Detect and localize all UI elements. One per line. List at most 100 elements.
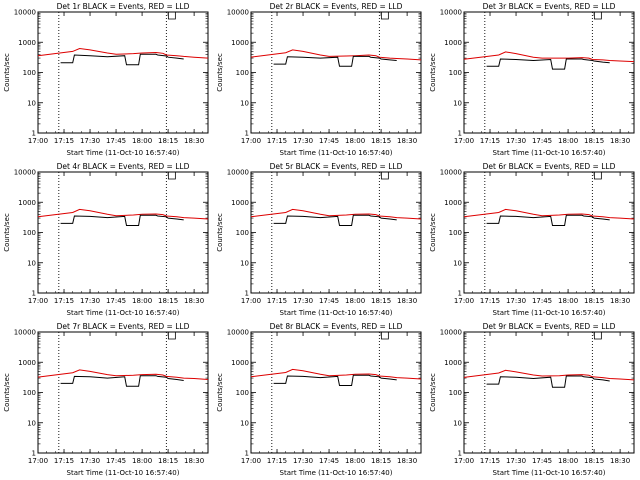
x-tick-label: 17:30 xyxy=(293,457,313,465)
events-line xyxy=(60,375,184,387)
y-tick-label: 1000 xyxy=(444,199,462,207)
chart-title: Det 2r BLACK = Events, RED = LLD xyxy=(270,2,403,11)
events-line xyxy=(60,214,184,226)
y-tick-label: 1 xyxy=(245,290,249,298)
plot-frame xyxy=(463,331,635,454)
events-line xyxy=(486,214,610,226)
lld-line xyxy=(463,51,635,63)
detector-panel-3: Det 3r BLACK = Events, RED = LLD Counts/s… xyxy=(429,2,635,157)
y-axis-label: Counts/sec xyxy=(429,213,437,252)
chart-title: Det 1r BLACK = Events, RED = LLD xyxy=(57,2,190,11)
detector-panel-8: Det 8r BLACK = Events, RED = LLD Counts/s… xyxy=(216,322,422,477)
y-tick-label: 10000 xyxy=(440,329,462,337)
y-tick-label: 1 xyxy=(32,450,36,458)
y-tick-label: 100 xyxy=(236,389,249,397)
x-tick-label: 18:15 xyxy=(158,297,178,305)
y-axis-label: Counts/sec xyxy=(216,373,224,412)
plot-frame xyxy=(250,331,422,454)
y-tick-label: 1000 xyxy=(18,359,36,367)
x-tick-label: 17:45 xyxy=(532,457,552,465)
detector-panel-6: Det 6r BLACK = Events, RED = LLD Counts/s… xyxy=(429,162,635,317)
x-tick-label: 18:00 xyxy=(558,137,578,145)
x-tick-label: 17:00 xyxy=(241,457,261,465)
y-tick-label: 10 xyxy=(453,419,462,427)
x-tick-label: 17:00 xyxy=(28,457,48,465)
chart-title: Det 9r BLACK = Events, RED = LLD xyxy=(483,322,616,331)
y-tick-label: 10000 xyxy=(440,9,462,17)
plot-frame xyxy=(37,171,209,294)
marker-bracket xyxy=(167,172,176,180)
x-axis-label: Start Time (11-Oct-10 16:57:40) xyxy=(280,149,393,157)
x-tick-label: 17:45 xyxy=(319,457,339,465)
x-axis-label: Start Time (11-Oct-10 16:57:40) xyxy=(280,469,393,477)
y-tick-label: 10 xyxy=(240,99,249,107)
events-line xyxy=(486,375,610,388)
x-tick-label: 17:15 xyxy=(480,137,500,145)
x-tick-label: 17:15 xyxy=(267,297,287,305)
plot-frame xyxy=(37,331,209,454)
marker-bracket xyxy=(593,332,602,340)
x-tick-label: 17:45 xyxy=(532,137,552,145)
x-tick-label: 18:00 xyxy=(132,137,152,145)
chart-title: Det 5r BLACK = Events, RED = LLD xyxy=(270,162,403,171)
x-tick-label: 17:45 xyxy=(319,297,339,305)
lld-line xyxy=(463,369,635,381)
x-tick-label: 18:00 xyxy=(558,457,578,465)
detector-panel-7: Det 7r BLACK = Events, RED = LLD Counts/s… xyxy=(3,322,209,477)
x-tick-label: 18:30 xyxy=(397,297,417,305)
x-tick-label: 18:30 xyxy=(610,137,630,145)
marker-bracket xyxy=(167,332,176,340)
x-axis-label: Start Time (11-Oct-10 16:57:40) xyxy=(493,149,606,157)
x-tick-label: 18:15 xyxy=(584,457,604,465)
x-tick-label: 17:15 xyxy=(54,297,74,305)
x-tick-label: 17:30 xyxy=(293,297,313,305)
y-tick-label: 100 xyxy=(449,229,462,237)
plot-frame xyxy=(250,171,422,294)
lld-line xyxy=(250,49,422,61)
y-axis-label: Counts/sec xyxy=(216,213,224,252)
x-tick-label: 18:30 xyxy=(610,297,630,305)
plot-frame xyxy=(250,11,422,134)
x-tick-label: 18:00 xyxy=(345,457,365,465)
chart-title: Det 7r BLACK = Events, RED = LLD xyxy=(57,322,190,331)
x-tick-label: 18:15 xyxy=(371,137,391,145)
x-tick-label: 18:15 xyxy=(371,457,391,465)
plot-frame xyxy=(463,171,635,294)
x-axis-label: Start Time (11-Oct-10 16:57:40) xyxy=(280,309,393,317)
plot-frame xyxy=(37,11,209,134)
x-tick-label: 17:30 xyxy=(293,137,313,145)
y-tick-label: 1 xyxy=(458,290,462,298)
chart-title: Det 3r BLACK = Events, RED = LLD xyxy=(483,2,616,11)
y-tick-label: 1000 xyxy=(231,199,249,207)
chart-title: Det 8r BLACK = Events, RED = LLD xyxy=(270,322,403,331)
y-tick-label: 100 xyxy=(236,69,249,77)
x-tick-label: 17:45 xyxy=(106,297,126,305)
plot-frame xyxy=(463,11,635,134)
x-tick-label: 17:00 xyxy=(454,137,474,145)
marker-bracket xyxy=(167,12,176,20)
x-tick-label: 18:00 xyxy=(345,137,365,145)
x-tick-label: 17:15 xyxy=(54,457,74,465)
x-tick-label: 18:15 xyxy=(158,457,178,465)
y-tick-label: 1000 xyxy=(18,39,36,47)
y-tick-label: 10 xyxy=(240,419,249,427)
y-axis-label: Counts/sec xyxy=(3,373,11,412)
events-line xyxy=(273,374,397,386)
x-tick-label: 17:15 xyxy=(480,457,500,465)
y-tick-label: 100 xyxy=(449,69,462,77)
y-tick-label: 1 xyxy=(245,450,249,458)
y-tick-label: 1 xyxy=(32,290,36,298)
x-tick-label: 18:15 xyxy=(584,297,604,305)
y-tick-label: 1000 xyxy=(444,359,462,367)
x-tick-label: 18:30 xyxy=(184,457,204,465)
y-axis-label: Counts/sec xyxy=(3,53,11,92)
x-tick-label: 17:00 xyxy=(454,297,474,305)
events-line xyxy=(273,214,397,226)
y-axis-label: Counts/sec xyxy=(429,373,437,412)
marker-bracket xyxy=(380,12,389,20)
y-axis-label: Counts/sec xyxy=(3,213,11,252)
marker-bracket xyxy=(380,172,389,180)
x-tick-label: 17:15 xyxy=(267,137,287,145)
x-tick-label: 17:30 xyxy=(506,297,526,305)
x-axis-label: Start Time (11-Oct-10 16:57:40) xyxy=(493,469,606,477)
